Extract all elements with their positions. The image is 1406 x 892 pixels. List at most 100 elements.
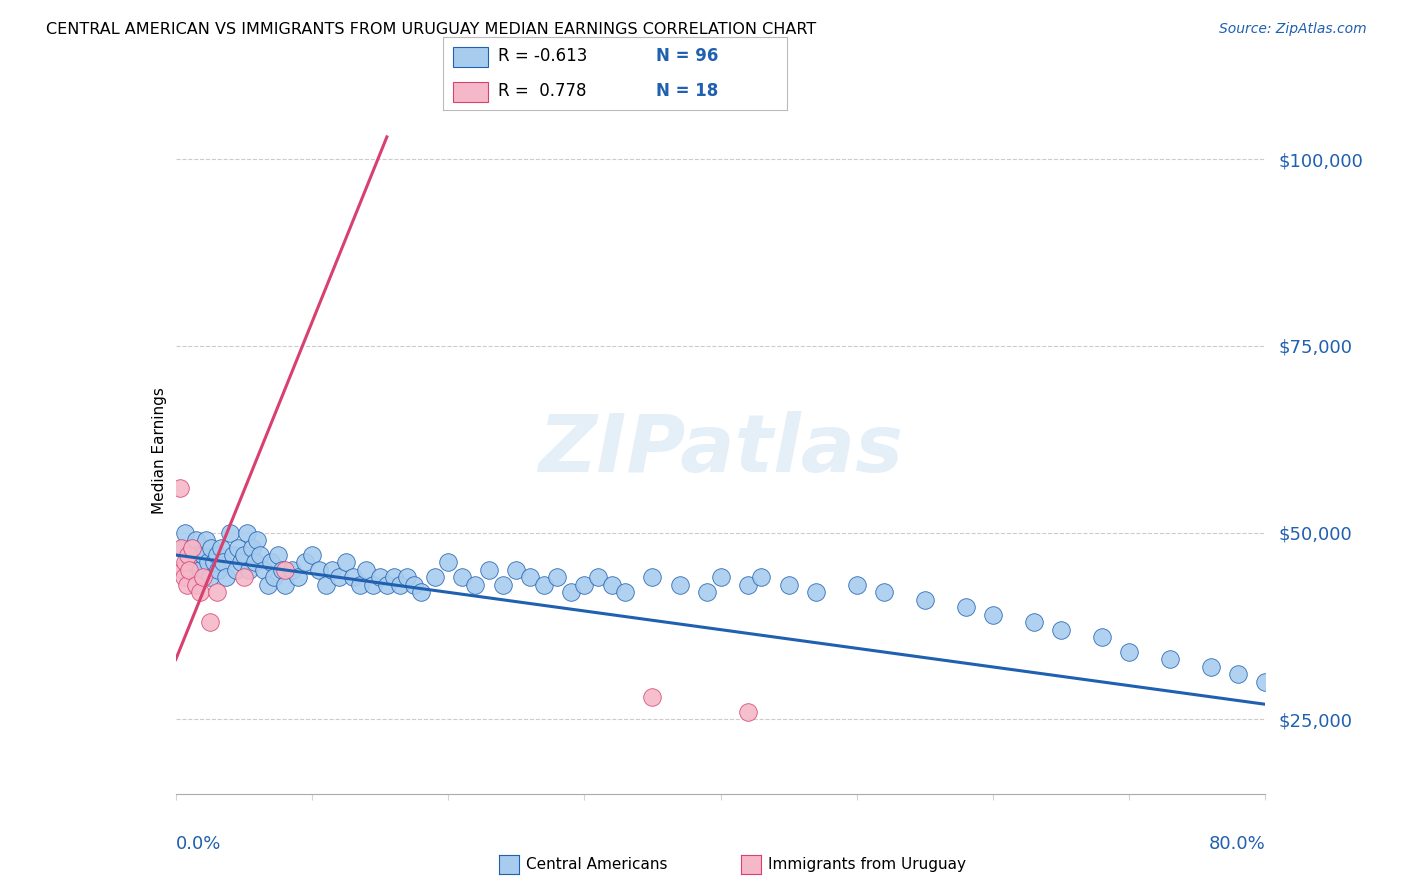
Point — [641, 570, 664, 584]
Point — [914, 592, 936, 607]
Text: R = -0.613: R = -0.613 — [498, 47, 588, 65]
Point — [356, 563, 378, 577]
Point — [361, 578, 384, 592]
Point — [257, 578, 280, 592]
Point — [710, 570, 733, 584]
Point — [328, 570, 350, 584]
Point — [205, 585, 228, 599]
Point — [845, 578, 868, 592]
Point — [231, 556, 253, 570]
Point — [382, 570, 405, 584]
Text: N = 96: N = 96 — [657, 47, 718, 65]
Point — [212, 556, 235, 570]
Text: Central Americans: Central Americans — [526, 857, 668, 871]
Point — [404, 578, 426, 592]
Point — [186, 578, 208, 592]
Point — [1159, 652, 1181, 666]
Point — [174, 556, 197, 570]
Point — [222, 548, 245, 562]
Point — [173, 570, 195, 584]
Text: Immigrants from Uruguay: Immigrants from Uruguay — [768, 857, 966, 871]
Point — [215, 570, 238, 584]
Point — [873, 585, 896, 599]
Point — [321, 563, 343, 577]
Point — [586, 570, 609, 584]
Point — [177, 563, 200, 577]
Point — [225, 563, 247, 577]
Bar — [453, 46, 488, 67]
Point — [169, 481, 191, 495]
Point — [600, 578, 623, 592]
Point — [170, 541, 193, 555]
Point — [184, 556, 207, 570]
Point — [505, 563, 527, 577]
Point — [423, 570, 446, 584]
Text: 80.0%: 80.0% — [1209, 835, 1265, 853]
Point — [240, 541, 263, 555]
Point — [1118, 645, 1140, 659]
Text: R =  0.778: R = 0.778 — [498, 82, 586, 100]
Point — [533, 578, 555, 592]
Point — [737, 705, 759, 719]
Point — [287, 570, 309, 584]
Point — [253, 563, 276, 577]
Point — [955, 600, 977, 615]
Point — [267, 548, 290, 562]
Point — [186, 533, 208, 547]
Point — [294, 556, 316, 570]
Point — [181, 541, 204, 555]
Text: 0.0%: 0.0% — [176, 835, 221, 853]
Point — [574, 578, 596, 592]
Text: Source: ZipAtlas.com: Source: ZipAtlas.com — [1219, 22, 1367, 37]
Point — [188, 585, 211, 599]
Point — [274, 578, 297, 592]
Point — [641, 690, 664, 704]
Point — [200, 541, 222, 555]
Point — [519, 570, 541, 584]
Point — [205, 548, 228, 562]
Point — [560, 585, 582, 599]
Point — [228, 541, 250, 555]
Point — [274, 563, 297, 577]
Point — [396, 570, 419, 584]
Point — [176, 556, 198, 570]
Point — [308, 563, 330, 577]
Point — [301, 548, 323, 562]
Point — [263, 570, 285, 584]
Point — [177, 548, 200, 562]
Point — [197, 556, 219, 570]
Point — [202, 556, 225, 570]
Point — [172, 563, 194, 577]
Bar — [453, 82, 488, 103]
Point — [280, 563, 302, 577]
Point — [409, 585, 432, 599]
Point — [389, 578, 412, 592]
Point — [368, 570, 391, 584]
Point — [804, 585, 827, 599]
Point — [751, 570, 773, 584]
Point — [191, 548, 214, 562]
Point — [249, 548, 271, 562]
Point — [1227, 667, 1250, 681]
Point — [450, 570, 472, 584]
Point — [186, 548, 209, 562]
Point — [778, 578, 800, 592]
Point — [349, 578, 371, 592]
Point — [198, 615, 221, 630]
Point — [191, 570, 214, 584]
Point — [437, 556, 460, 570]
Point — [546, 570, 568, 584]
Point — [243, 556, 266, 570]
Point — [179, 570, 201, 584]
Point — [198, 570, 221, 584]
Y-axis label: Median Earnings: Median Earnings — [152, 387, 167, 514]
Point — [246, 533, 269, 547]
Point — [176, 578, 198, 592]
Point — [271, 563, 294, 577]
Point — [188, 563, 211, 577]
Point — [172, 541, 194, 555]
Point — [194, 533, 217, 547]
Point — [238, 563, 260, 577]
Point — [375, 578, 398, 592]
Point — [207, 563, 229, 577]
